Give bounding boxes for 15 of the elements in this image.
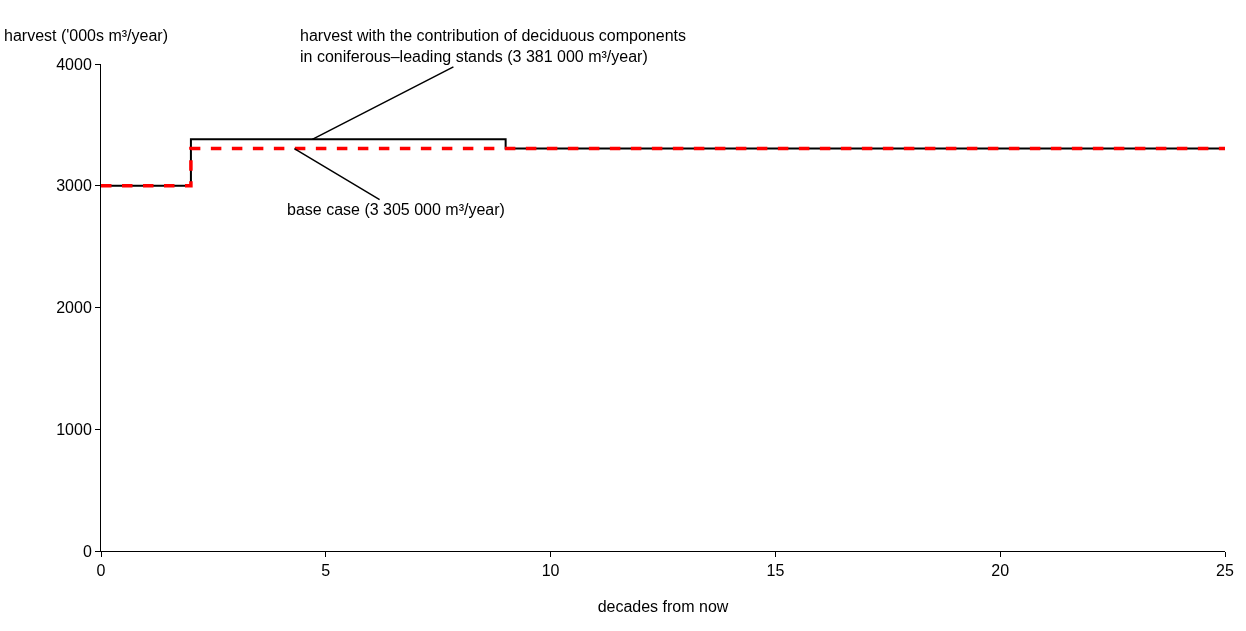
annotation: harvest with the contribution of deciduous components in coniferous–leading stands (3 381 000 m³/year) [300,27,687,65]
x-tick-label: 15 [766,562,785,580]
y-axis-title: harvest ('000s m³/year) [4,27,168,44]
y-tick-label: 2000 [56,299,92,317]
y-tick-label: 4000 [56,55,92,73]
x-tick-label: 10 [541,562,560,580]
x-tick-label: 25 [1216,562,1234,580]
y-tick-label: 0 [82,542,92,560]
annotation: base case (3 305 000 m³/year) [287,201,505,218]
x-axis-title: decades from now [597,597,729,615]
y-tick-label: 3000 [56,177,92,195]
x-tick-label: 0 [96,562,106,580]
x-tick-label: 5 [321,562,331,580]
x-tick-label: 20 [991,562,1010,580]
y-tick-label: 1000 [56,420,92,438]
